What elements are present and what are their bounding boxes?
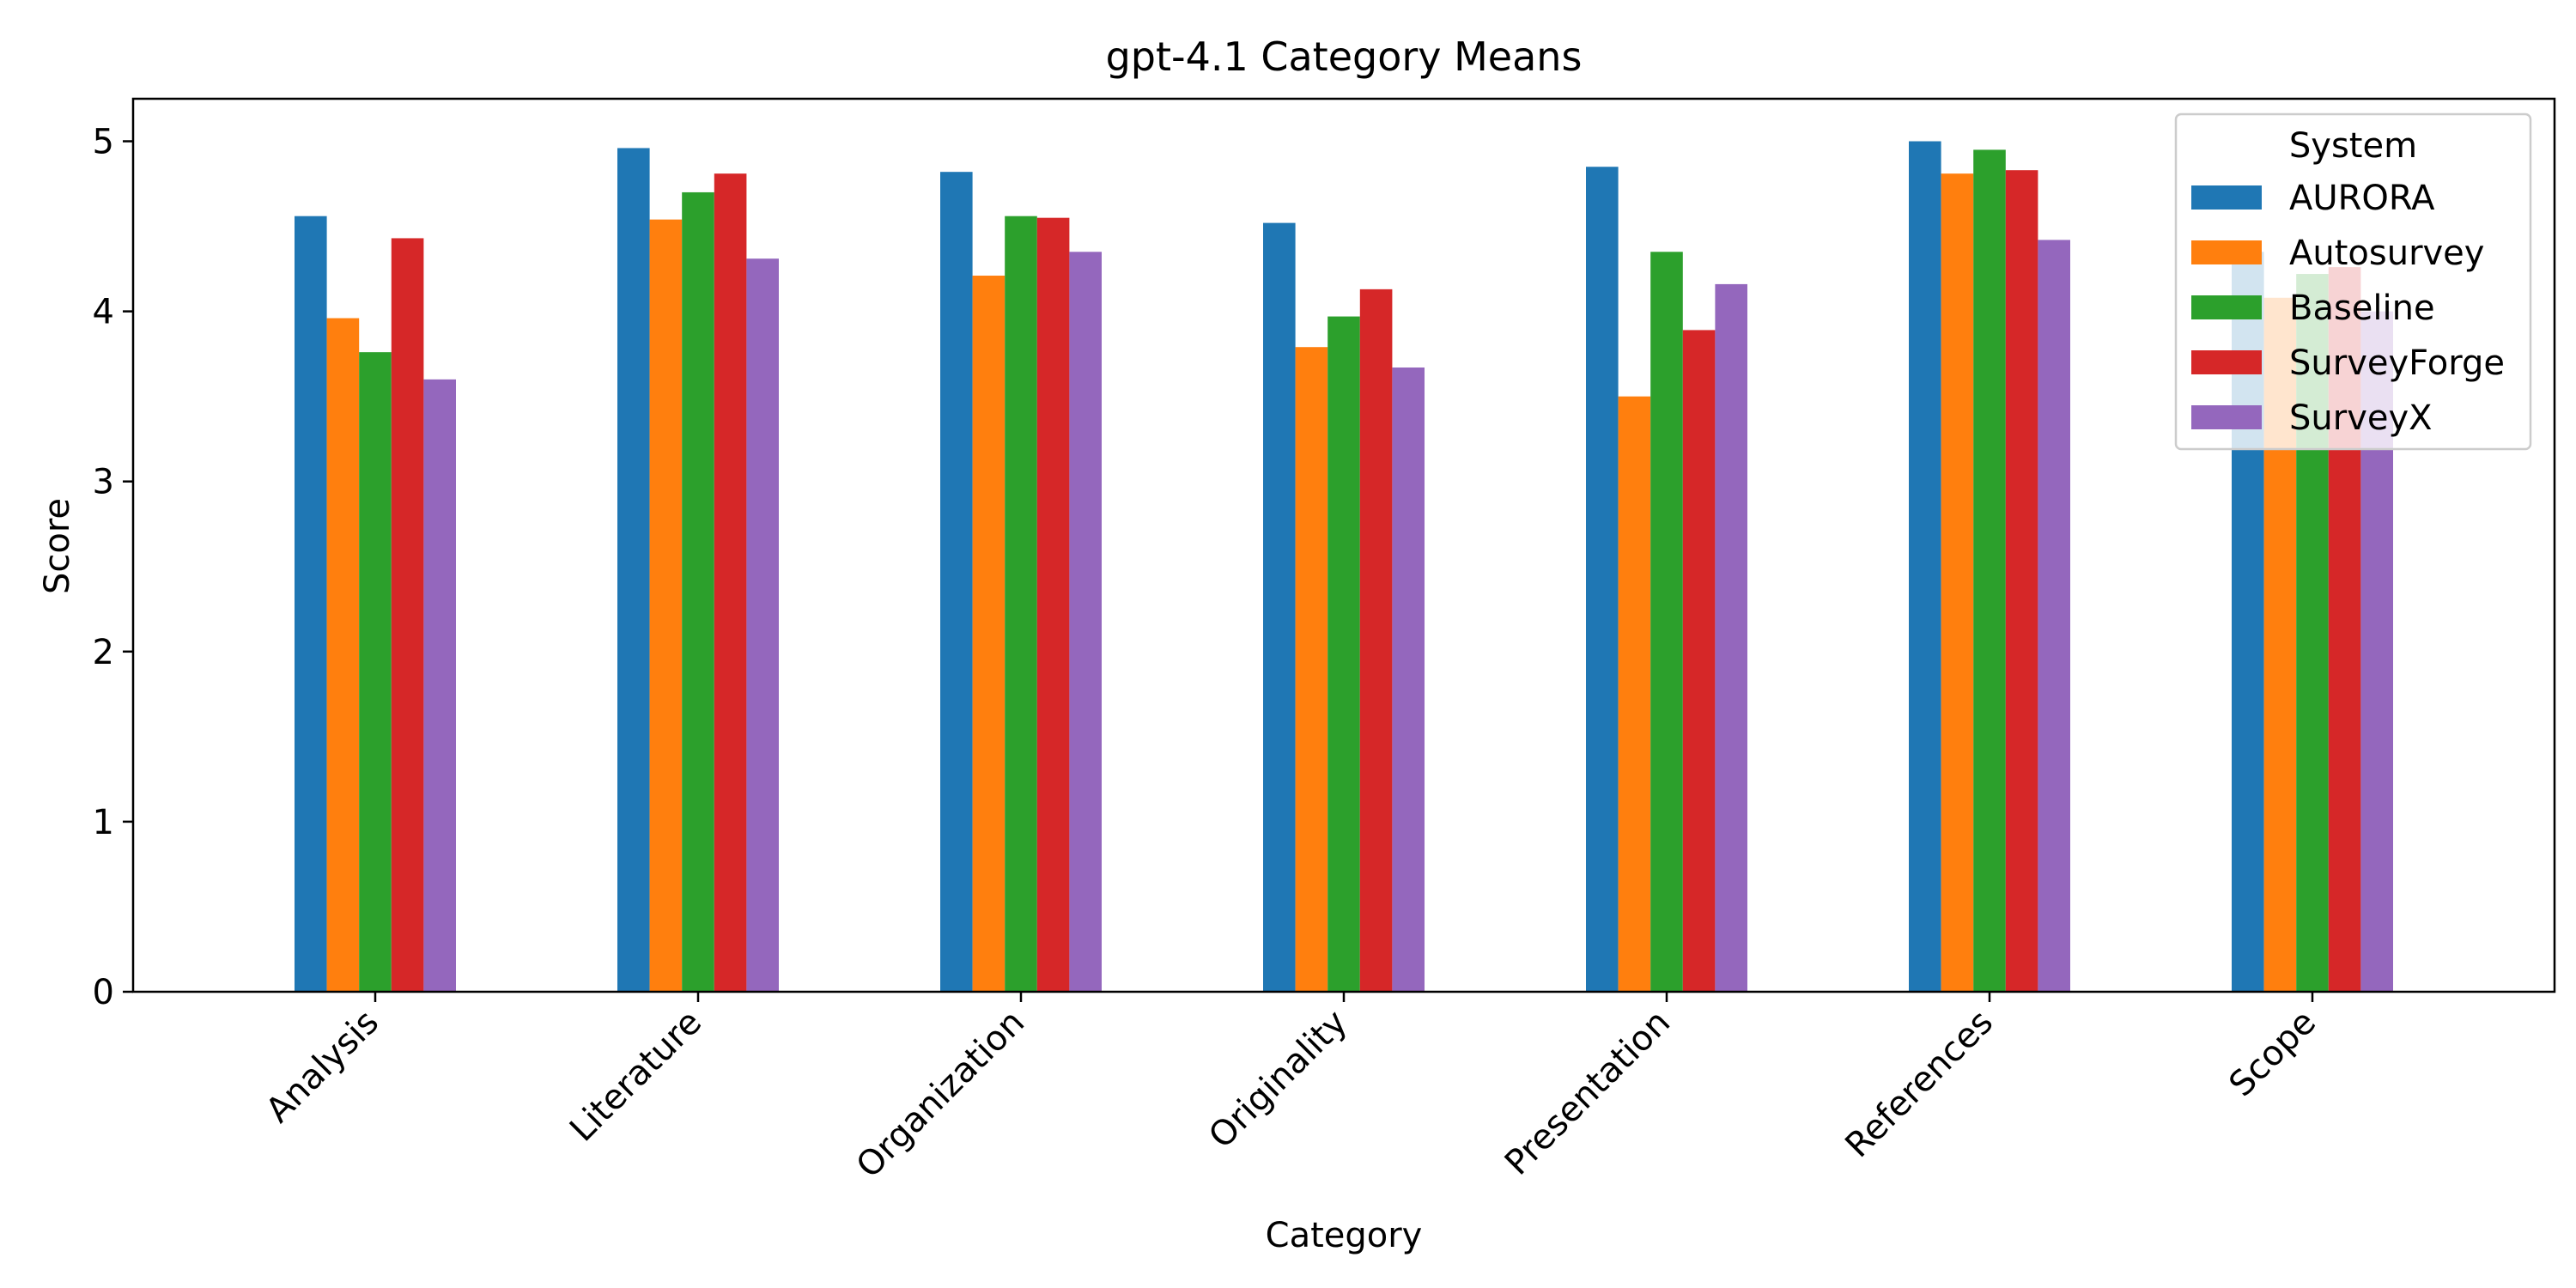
bar-surveyforge-literature <box>714 173 747 992</box>
legend-title: System <box>2289 126 2417 166</box>
bar-aurora-originality <box>1263 222 1296 992</box>
bar-autosurvey-references <box>1941 173 1974 992</box>
bar-surveyforge-presentation <box>1682 330 1716 992</box>
bar-autosurvey-analysis <box>326 318 360 992</box>
bar-aurora-analysis <box>295 216 327 992</box>
bar-baseline-organization <box>1005 216 1037 992</box>
legend: System AURORA Autosurvey Baseline SurveyForg… <box>2174 112 2532 451</box>
bar-aurora-references <box>1909 141 1941 992</box>
y-tick-label: 2 <box>93 633 114 672</box>
bar-baseline-references <box>1973 149 2006 992</box>
chart-title: gpt-4.1 Category Means <box>1106 33 1583 80</box>
bar-surveyforge-references <box>2005 170 2038 992</box>
legend-swatch-baseline <box>2191 295 2262 319</box>
y-tick-label: 5 <box>93 123 114 162</box>
x-tick-label-organization: Organization <box>849 1003 1032 1186</box>
legend-swatch-autosurvey <box>2191 240 2262 264</box>
x-tick-label-presentation: Presentation <box>1498 1003 1678 1183</box>
bar-surveyx-presentation <box>1715 283 1747 992</box>
y-tick-label: 4 <box>93 293 114 332</box>
y-tick-label: 3 <box>93 463 114 502</box>
legend-label-surveyx: SurveyX <box>2289 398 2433 438</box>
x-tick-label-references: References <box>1838 1003 2001 1166</box>
bar-baseline-literature <box>682 191 714 992</box>
bar-surveyx-originality <box>1392 367 1425 992</box>
legend-label-surveyforge: SurveyForge <box>2289 343 2505 383</box>
x-tick-label-analysis: Analysis <box>258 1003 386 1131</box>
x-tick-label-literature: Literature <box>562 1003 709 1150</box>
bar-aurora-organization <box>940 172 973 992</box>
legend-swatch-surveyx <box>2191 405 2262 429</box>
legend-label-baseline: Baseline <box>2289 289 2435 328</box>
bar-baseline-analysis <box>359 352 392 992</box>
legend-label-aurora: AURORA <box>2289 179 2435 218</box>
y-tick-label: 0 <box>93 973 114 1012</box>
bar-surveyx-organization <box>1069 252 1102 992</box>
bar-baseline-originality <box>1327 316 1360 992</box>
bar-surveyforge-originality <box>1359 289 1393 992</box>
bar-autosurvey-originality <box>1295 347 1328 993</box>
y-axis-label: Score <box>38 498 77 594</box>
bar-aurora-presentation <box>1586 167 1619 993</box>
x-tick-label-scope: Scope <box>2221 1003 2324 1105</box>
legend-box <box>2174 112 2532 451</box>
bar-surveyx-analysis <box>423 379 456 992</box>
bar-aurora-literature <box>617 148 650 992</box>
y-axis: 0 1 2 3 4 5 <box>93 123 133 1012</box>
bar-surveyforge-analysis <box>391 238 424 992</box>
legend-label-autosurvey: Autosurvey <box>2289 234 2484 273</box>
bar-surveyforge-organization <box>1036 217 1070 993</box>
bar-baseline-presentation <box>1650 252 1683 992</box>
bar-autosurvey-organization <box>972 276 1005 992</box>
x-axis: Analysis Literature Organization Originalit… <box>258 992 2324 1186</box>
bar-surveyx-literature <box>746 258 779 993</box>
x-axis-label: Category <box>1266 1216 1423 1255</box>
y-tick-label: 1 <box>93 803 114 842</box>
legend-swatch-surveyforge <box>2191 350 2262 374</box>
bars-group <box>295 141 2393 993</box>
legend-swatch-aurora <box>2191 185 2262 210</box>
bar-autosurvey-literature <box>649 219 683 992</box>
bar-autosurvey-presentation <box>1618 396 1651 992</box>
x-tick-label-originality: Originality <box>1201 1003 1355 1157</box>
bar-surveyx-references <box>2038 240 2070 992</box>
plot-frame <box>131 97 2556 993</box>
